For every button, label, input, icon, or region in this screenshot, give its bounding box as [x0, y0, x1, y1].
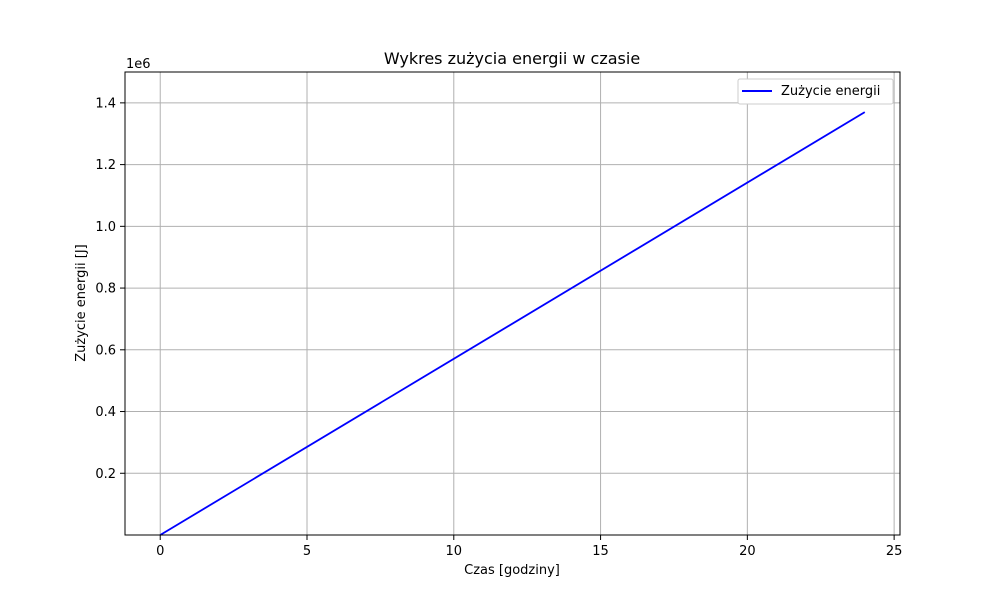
series-line-0 — [159, 111, 866, 536]
x-tick-label: 20 — [739, 544, 756, 559]
y-tick-label: 0.8 — [95, 282, 116, 297]
y-tick-label: 0.2 — [95, 467, 116, 482]
grid — [125, 72, 900, 535]
x-tick-label: 10 — [446, 544, 463, 559]
x-tick-label: 25 — [886, 544, 903, 559]
y-tick-label: 0.4 — [95, 405, 116, 420]
chart-title: Wykres zużycia energii w czasie — [384, 49, 640, 68]
legend: Zużycie energii — [737, 78, 894, 105]
x-tick-label: 15 — [592, 544, 609, 559]
ticks: 0 5 10 15 20 25 0.2 0.4 0.6 0.8 1.0 1.2 1.4 — [95, 96, 902, 559]
x-tick-label: 5 — [303, 544, 311, 559]
y-axis-label: Zużycie energii [J] — [74, 244, 89, 362]
series-layer — [159, 111, 866, 536]
y-tick-label: 1.4 — [95, 96, 116, 111]
y-offset-label: 1e6 — [126, 57, 151, 72]
x-axis-label: Czas [godziny] — [464, 563, 560, 578]
plot-frame — [124, 71, 901, 536]
x-tick-label: 0 — [156, 544, 164, 559]
legend-box — [737, 78, 894, 105]
y-tick-label: 1.0 — [95, 220, 116, 235]
y-tick-label: 0.6 — [95, 343, 116, 358]
y-tick-label: 1.2 — [95, 158, 116, 173]
legend-entry-label: Zużycie energii — [781, 84, 880, 99]
